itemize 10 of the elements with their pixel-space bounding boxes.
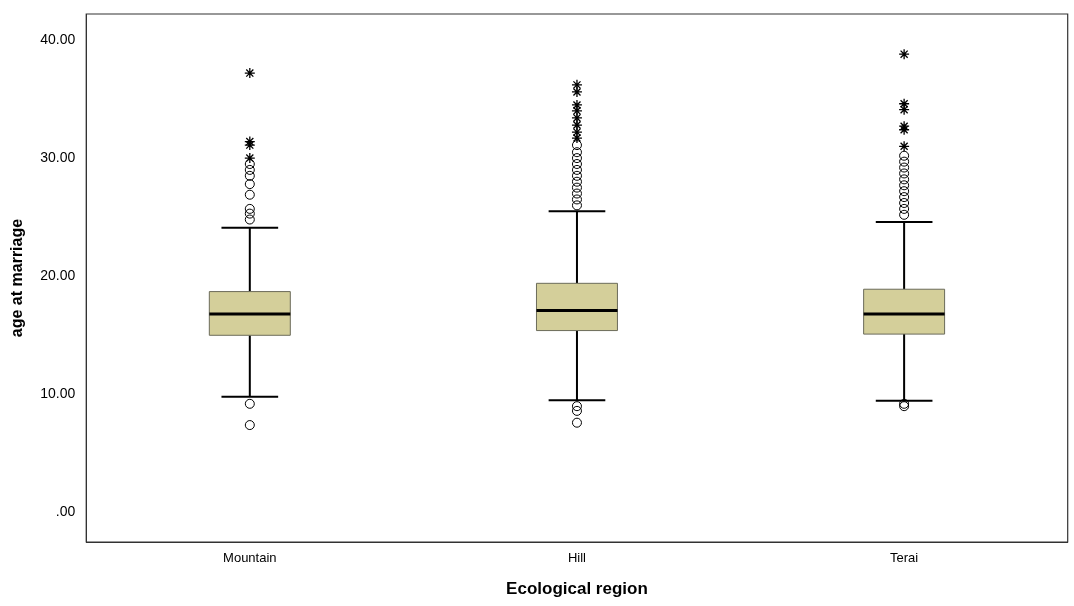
- x-tick-label: Terai: [890, 550, 919, 566]
- y-tick-label: 30.00: [40, 148, 76, 165]
- x-tick-label: Mountain: [223, 550, 277, 566]
- y-tick-label: 40.00: [40, 30, 76, 47]
- y-tick-label: 10.00: [40, 385, 76, 402]
- y-tick-label: 20.00: [40, 267, 76, 284]
- y-axis-title: age at marriage: [8, 218, 26, 338]
- x-tick-label: Hill: [567, 550, 587, 566]
- y-tick-label: .00: [55, 503, 76, 520]
- x-axis-title: Ecological region: [506, 579, 648, 599]
